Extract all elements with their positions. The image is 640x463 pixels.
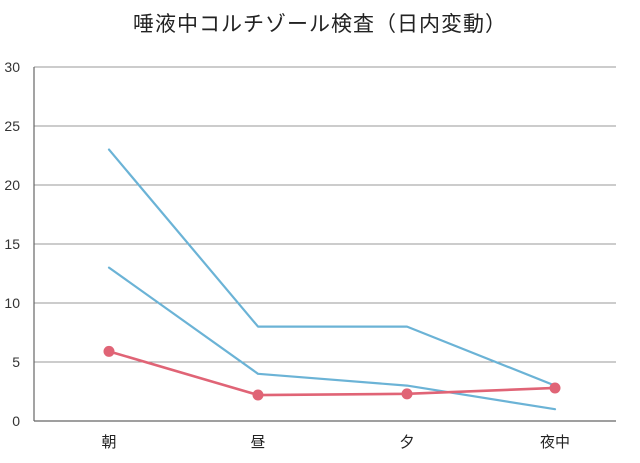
x-category-label: 朝 bbox=[101, 433, 116, 451]
chart-title: 唾液中コルチゾール検査（日内変動） bbox=[133, 12, 507, 36]
y-tick-label: 30 bbox=[4, 59, 20, 75]
data-point bbox=[103, 345, 115, 357]
y-tick-label: 20 bbox=[4, 177, 20, 193]
y-tick-label: 5 bbox=[12, 354, 20, 370]
y-tick-label: 15 bbox=[4, 236, 20, 252]
y-axis-ticks: 0 5 10 15 20 25 30 bbox=[4, 59, 20, 429]
y-tick-label: 0 bbox=[12, 413, 20, 429]
series-line-2 bbox=[107, 266, 557, 411]
series-line-1 bbox=[107, 148, 557, 387]
axis-lines bbox=[33, 67, 616, 422]
x-category-label: 夜中 bbox=[540, 433, 570, 451]
x-category-label: 夕 bbox=[399, 433, 414, 451]
series-line-3 bbox=[107, 350, 557, 397]
x-category-label: 昼 bbox=[250, 433, 265, 451]
y-tick-label: 25 bbox=[4, 118, 20, 134]
data-point bbox=[401, 388, 413, 400]
data-point bbox=[549, 382, 561, 394]
y-tick-label: 10 bbox=[4, 295, 20, 311]
data-point bbox=[252, 389, 264, 401]
series-group bbox=[103, 148, 561, 411]
x-axis-categories: 朝 昼 夕 夜中 bbox=[101, 433, 570, 451]
gridlines bbox=[34, 66, 616, 363]
